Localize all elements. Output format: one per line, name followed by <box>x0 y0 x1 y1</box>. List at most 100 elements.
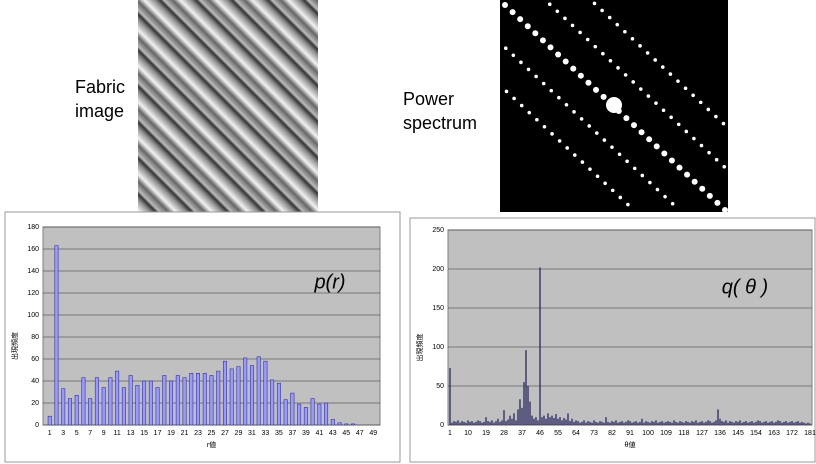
spectrum-dot <box>572 110 576 114</box>
x-tick-label: 49 <box>369 430 377 437</box>
x-tick-label: 64 <box>572 430 580 437</box>
spectrum-dot <box>547 2 552 7</box>
bar <box>499 421 501 425</box>
bar <box>290 392 295 426</box>
spectrum-dot <box>563 16 567 21</box>
bar <box>310 398 315 426</box>
bar <box>561 420 563 425</box>
bar <box>553 417 555 425</box>
spectrum-dot <box>564 102 569 107</box>
spectrum-dot <box>618 195 623 200</box>
x-tick-label: 11 <box>113 430 120 437</box>
bar <box>465 422 467 425</box>
bar <box>573 421 575 425</box>
spectrum-dot <box>683 86 688 91</box>
bar <box>765 421 767 425</box>
bar <box>583 420 585 425</box>
bar <box>751 421 753 425</box>
bar <box>587 421 589 425</box>
x-tick-label: 13 <box>127 430 135 437</box>
bar <box>108 377 113 426</box>
x-tick-label: 55 <box>554 430 562 437</box>
bar <box>513 413 515 425</box>
bar <box>549 417 551 425</box>
spectrum-dot <box>625 159 629 164</box>
spectrum-dot <box>519 103 524 108</box>
spectrum-dot <box>638 87 643 91</box>
bar <box>741 422 743 425</box>
bar <box>529 401 531 425</box>
bar <box>324 402 329 426</box>
bar <box>557 418 559 425</box>
spectrum-dot <box>655 187 660 192</box>
spectrum-dot <box>565 146 570 150</box>
bar <box>721 421 723 425</box>
bar <box>683 422 685 425</box>
bar <box>627 420 629 425</box>
bar <box>169 380 174 426</box>
spectrum-dot <box>578 30 582 35</box>
spectrum-dot <box>600 93 607 100</box>
spectrum-dot <box>606 97 622 113</box>
y-axis-label: 出現頻度 <box>415 334 424 362</box>
bar <box>665 421 667 425</box>
bar <box>623 422 625 425</box>
bar <box>737 421 739 425</box>
bar <box>761 422 763 425</box>
bar <box>727 422 729 425</box>
bar <box>531 415 533 425</box>
x-tick-label: 181 <box>804 430 816 437</box>
bar <box>459 422 461 425</box>
spectrum-dot <box>600 8 604 13</box>
spectrum-dot <box>610 145 614 149</box>
spectrum-dot <box>615 22 620 27</box>
bar <box>785 421 787 425</box>
spectrum-dot <box>503 46 508 51</box>
bar <box>633 421 635 425</box>
bar <box>543 415 545 425</box>
spectrum-dot <box>587 124 592 128</box>
x-tick-label: 45 <box>342 430 350 437</box>
bar <box>551 415 553 425</box>
spectrum-dot <box>722 164 727 169</box>
spectrum-dot <box>542 124 547 129</box>
bar <box>659 421 661 425</box>
bar <box>709 421 711 425</box>
bar <box>739 420 741 425</box>
bar <box>711 422 713 425</box>
x-tick-label: 19 <box>482 430 490 437</box>
spectrum-dot <box>684 171 691 178</box>
bar <box>47 415 52 426</box>
spectrum-dot <box>653 143 660 150</box>
bar <box>473 422 475 425</box>
bar <box>667 421 669 425</box>
x-tick-label: 73 <box>590 430 598 437</box>
bar <box>297 403 302 426</box>
spectrum-dot <box>714 114 718 119</box>
x-tick-label: 82 <box>608 430 616 437</box>
bar <box>723 421 725 425</box>
bar <box>525 350 527 425</box>
bar <box>317 403 322 426</box>
bar <box>575 420 577 425</box>
bar <box>705 421 707 425</box>
x-tick-label: 29 <box>235 430 243 437</box>
bar <box>673 420 675 425</box>
bar <box>615 420 617 425</box>
bar <box>637 422 639 425</box>
bar <box>689 422 691 425</box>
y-tick-label: 200 <box>432 266 444 273</box>
bar <box>691 421 693 425</box>
bar <box>283 399 288 426</box>
x-tick-label: 37 <box>518 430 526 437</box>
bar <box>607 421 609 425</box>
spectrum-dot <box>595 174 600 179</box>
spectrum-dot <box>617 152 622 157</box>
bar <box>483 421 485 425</box>
y-tick-label: 0 <box>35 422 39 429</box>
spectrum-dot <box>524 23 531 30</box>
bar <box>541 417 543 425</box>
bar <box>270 379 275 426</box>
spectrum-dot <box>557 139 562 143</box>
bar <box>263 360 268 426</box>
